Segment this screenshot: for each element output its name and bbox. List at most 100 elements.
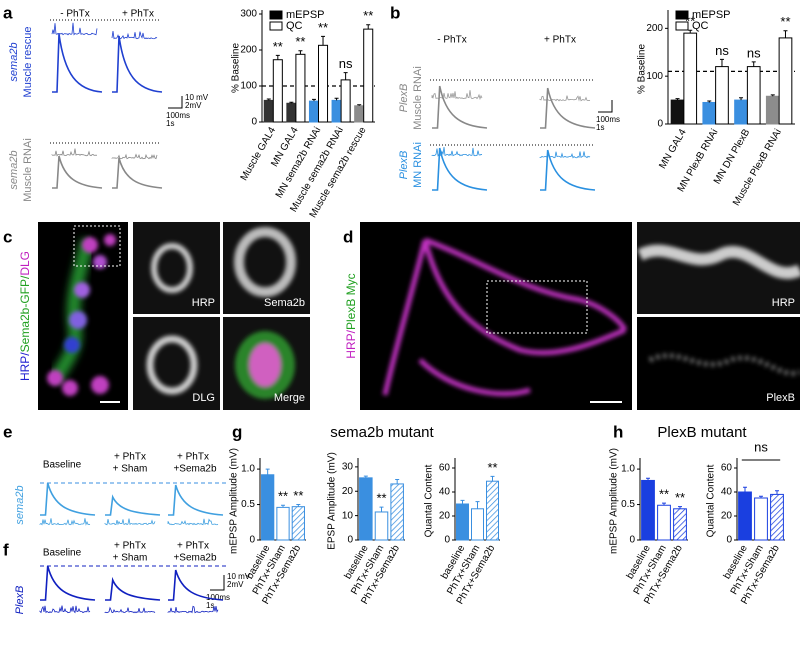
y-tick-label: 0 — [629, 535, 635, 546]
row-label: sema2b — [8, 150, 20, 189]
trace — [432, 85, 488, 129]
y-tick-label: 1.0 — [621, 464, 635, 475]
error-bar — [675, 98, 680, 101]
tile-label: HRP — [192, 297, 215, 309]
stain-label: HRP/Sema2b-GFP/DLG — [18, 251, 32, 381]
y-tick-label: 20 — [439, 511, 451, 522]
legend-label: QC — [692, 20, 709, 32]
y-axis-label: mEPSP Amplitude (mV) — [609, 448, 620, 554]
error-bar — [395, 479, 400, 484]
row-label: sema2b — [8, 42, 20, 81]
bar — [641, 479, 655, 541]
error-bar — [662, 502, 666, 506]
micrograph-signal — [146, 227, 296, 399]
significance-label: ** — [295, 34, 305, 49]
condition-label: + PhTx — [544, 35, 576, 46]
scale-label: 1s — [166, 119, 174, 128]
error-bar — [334, 97, 339, 101]
trace — [40, 482, 96, 516]
stain-label: HRP/PlexB Myc — [344, 273, 358, 358]
tile-label: Sema2b — [264, 297, 305, 309]
micrograph-signal — [637, 244, 800, 376]
panel-label: h — [613, 422, 623, 441]
error-bar — [296, 504, 301, 507]
mini-trace — [167, 518, 219, 526]
trace — [168, 484, 224, 516]
error-bar — [321, 35, 326, 46]
y-tick-label: 300 — [240, 9, 257, 20]
significance-label: ** — [376, 491, 386, 506]
error-bar — [719, 58, 724, 67]
y-tick-label: 10 — [342, 510, 354, 521]
trace — [52, 155, 103, 189]
error-bar — [265, 468, 270, 475]
trace — [112, 35, 163, 93]
condition-label: + PhTx — [114, 541, 146, 552]
significance-label: ** — [278, 489, 288, 504]
bar — [670, 99, 685, 125]
scale-label: 1s — [596, 123, 604, 132]
micrograph-signal — [47, 234, 116, 396]
bar — [738, 491, 752, 541]
bar — [486, 480, 499, 541]
significance-label: ns — [715, 43, 729, 58]
trace — [540, 149, 596, 191]
y-axis-label: % Baseline — [637, 44, 648, 94]
mini-trace — [111, 153, 158, 160]
scale-label: 2mV — [185, 101, 202, 110]
scale-label: 100ms — [166, 111, 190, 120]
condition-label: + Sham — [113, 464, 148, 475]
error-bar — [311, 98, 316, 102]
legend-label: QC — [286, 20, 303, 32]
trace — [105, 576, 161, 601]
trace — [432, 147, 488, 191]
x-tick-label: Muscle GAL4 — [239, 125, 279, 183]
scale-label: 100ms — [206, 593, 230, 602]
mini-trace — [104, 518, 156, 526]
bar — [657, 504, 671, 541]
bar — [471, 508, 484, 541]
y-tick-label: 30 — [342, 462, 354, 473]
error-bar — [275, 54, 280, 60]
legend-swatch — [675, 10, 689, 20]
bar — [778, 37, 793, 125]
micrograph-signal — [48, 238, 95, 384]
y-tick-label: 40 — [721, 487, 733, 498]
trace — [540, 87, 596, 129]
error-bar — [743, 486, 747, 492]
bar — [754, 497, 768, 541]
y-tick-label: 0 — [444, 535, 450, 546]
legend-swatch — [269, 10, 283, 20]
error-bar — [379, 506, 384, 512]
condition-label: + PhTx — [177, 452, 209, 463]
panel-label: g — [232, 422, 242, 441]
panel-label: f — [3, 540, 9, 559]
y-tick-label: 100 — [646, 71, 663, 82]
significance-label: ** — [293, 488, 303, 503]
panel-title: sema2b mutant — [330, 424, 434, 441]
bar — [734, 99, 748, 125]
condition-label: + Sham — [113, 553, 148, 564]
error-bar — [770, 94, 775, 97]
mini-trace — [39, 518, 91, 526]
bar — [272, 59, 283, 123]
panel-label: d — [343, 227, 353, 246]
significance-label: ** — [273, 39, 283, 54]
error-bar — [289, 101, 294, 104]
bar — [359, 477, 373, 541]
scale-bar — [168, 96, 183, 109]
bar — [715, 66, 729, 125]
tile-label: DLG — [192, 392, 215, 404]
genotype-label: PlexB — [14, 586, 26, 615]
y-tick-label: 60 — [721, 463, 733, 474]
scale-bar — [210, 575, 225, 591]
tile-label: PlexB — [766, 392, 795, 404]
y-tick-label: 0 — [251, 117, 257, 128]
bar — [673, 508, 687, 541]
bar — [683, 32, 698, 125]
bar — [331, 99, 342, 123]
y-tick-label: 0 — [657, 119, 663, 130]
inset-box — [486, 280, 588, 334]
bar — [276, 506, 290, 541]
legend-label: mEPSP — [692, 9, 731, 21]
